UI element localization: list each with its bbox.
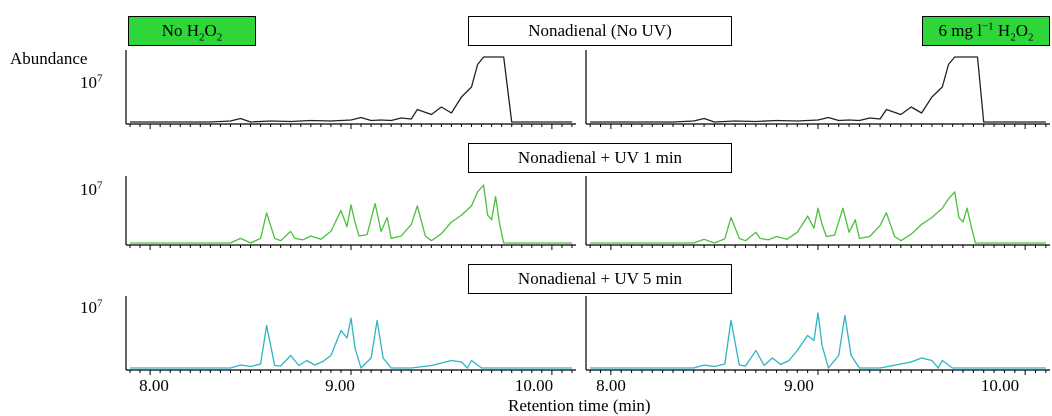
no-h2o2-label: No H2O2 <box>128 16 256 46</box>
h2o2-6mg-label: 6 mg l−1 H2O2 <box>922 16 1050 46</box>
x-axis-label: Retention time (min) <box>508 396 651 415</box>
x-tick-right-10: 10.00 <box>980 376 1020 395</box>
row-title-uv-5min: Nonadienal + UV 5 min <box>468 264 732 294</box>
chromatogram-trace-3 <box>590 191 1046 244</box>
chromatogram-trace-2 <box>130 184 572 244</box>
x-tick-right-9: 9.00 <box>784 376 814 395</box>
x-tick-right-8: 8.00 <box>596 376 626 395</box>
chromatogram-trace-5 <box>590 312 1046 369</box>
x-tick-left-10: 10.00 <box>514 376 554 395</box>
chromatogram-trace-4 <box>130 317 572 369</box>
y-tick-row3: 107 <box>80 297 103 317</box>
x-tick-left-9: 9.00 <box>325 376 355 395</box>
x-tick-left-8: 8.00 <box>139 376 169 395</box>
chromatogram-trace-0 <box>130 56 572 123</box>
row-title-no-uv: Nonadienal (No UV) <box>468 16 732 46</box>
y-axis-label: Abundance <box>10 49 88 68</box>
y-tick-row2: 107 <box>80 179 103 199</box>
y-tick-row1: 107 <box>80 72 103 92</box>
row-title-uv-1min: Nonadienal + UV 1 min <box>468 143 732 173</box>
chromatogram-trace-1 <box>590 56 1046 123</box>
